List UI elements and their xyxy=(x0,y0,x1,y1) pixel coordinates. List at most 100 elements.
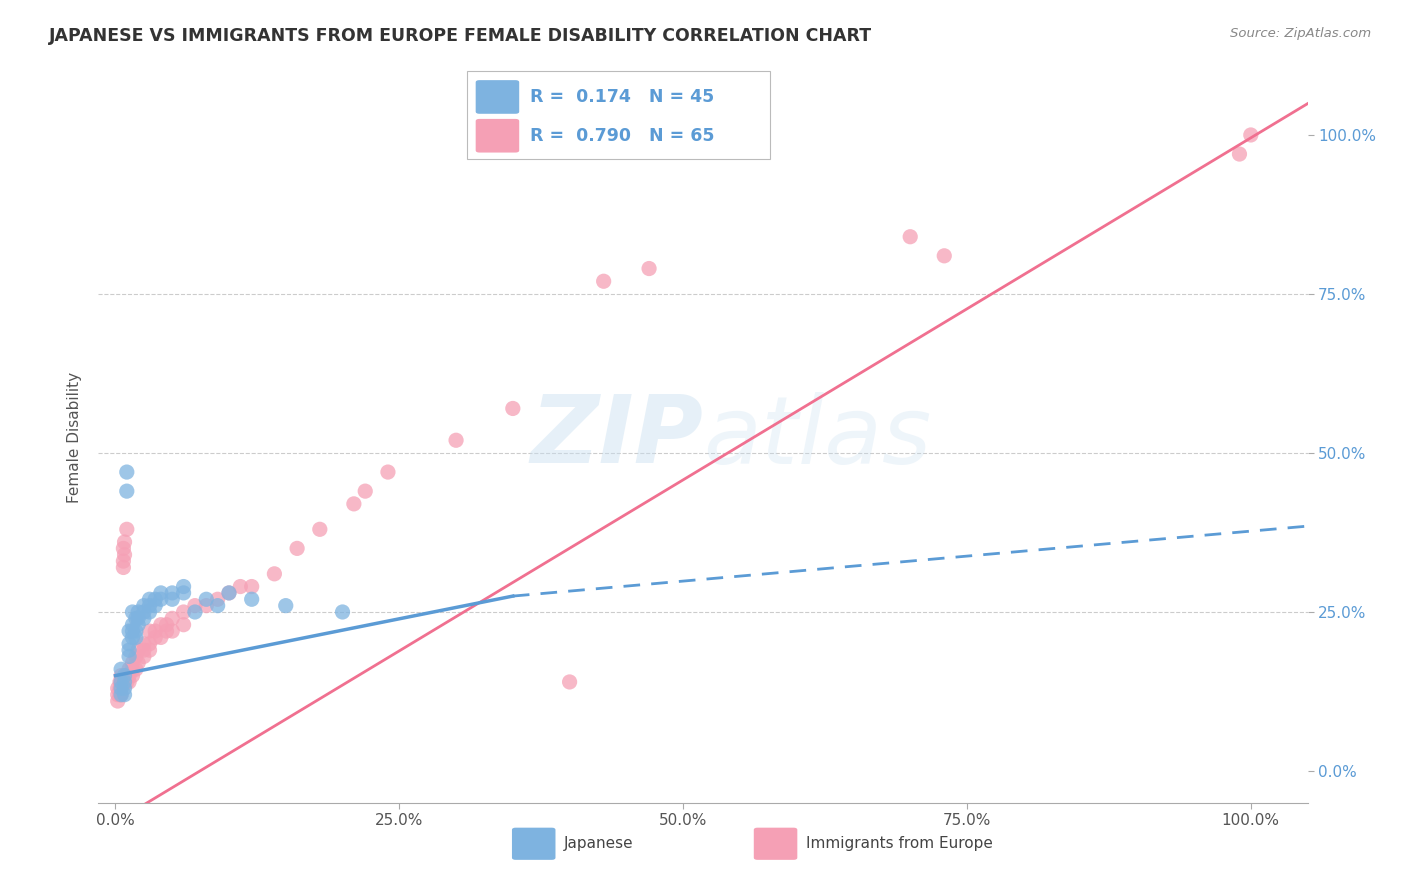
Point xyxy=(285,541,308,556)
Point xyxy=(184,599,207,613)
Text: ZIP: ZIP xyxy=(530,391,703,483)
Point xyxy=(121,631,143,645)
Point xyxy=(127,617,149,632)
Point xyxy=(112,554,135,568)
Point xyxy=(118,637,141,651)
Point xyxy=(934,249,956,263)
Point xyxy=(138,592,160,607)
Point xyxy=(127,643,149,657)
Point xyxy=(149,586,172,600)
Point xyxy=(218,586,240,600)
Point xyxy=(240,592,263,607)
Point xyxy=(121,605,143,619)
Point xyxy=(112,560,135,574)
FancyBboxPatch shape xyxy=(754,828,797,860)
Point xyxy=(118,668,141,682)
Point xyxy=(149,631,172,645)
Point xyxy=(121,668,143,682)
Point xyxy=(143,592,166,607)
Point xyxy=(114,548,136,562)
Point xyxy=(173,605,195,619)
Point xyxy=(132,611,155,625)
Point xyxy=(184,605,207,619)
Point xyxy=(132,599,155,613)
Point xyxy=(240,580,263,594)
Point xyxy=(114,535,136,549)
Point xyxy=(110,688,132,702)
Point xyxy=(121,624,143,638)
Text: atlas: atlas xyxy=(703,392,931,483)
Point xyxy=(118,675,141,690)
FancyBboxPatch shape xyxy=(475,119,519,153)
Point xyxy=(143,624,166,638)
Point xyxy=(115,522,138,536)
FancyBboxPatch shape xyxy=(475,80,519,114)
Point xyxy=(127,611,149,625)
Point xyxy=(218,586,240,600)
Point xyxy=(132,643,155,657)
Point xyxy=(110,675,132,690)
Point xyxy=(377,465,399,479)
Point xyxy=(115,668,138,682)
Point xyxy=(138,624,160,638)
Point xyxy=(121,662,143,676)
Point xyxy=(173,586,195,600)
Point xyxy=(155,617,177,632)
Point xyxy=(160,592,183,607)
Point xyxy=(308,522,330,536)
Point xyxy=(121,656,143,670)
Point xyxy=(138,637,160,651)
Point xyxy=(149,617,172,632)
Point xyxy=(332,605,354,619)
Point xyxy=(118,624,141,638)
Point xyxy=(1229,147,1251,161)
Point xyxy=(125,611,148,625)
Point xyxy=(898,229,921,244)
Text: Japanese: Japanese xyxy=(564,837,634,851)
Point xyxy=(155,624,177,638)
Text: Immigrants from Europe: Immigrants from Europe xyxy=(806,837,993,851)
Y-axis label: Female Disability: Female Disability xyxy=(67,371,83,503)
Point xyxy=(114,668,136,682)
Point xyxy=(138,605,160,619)
Text: R =  0.790   N = 65: R = 0.790 N = 65 xyxy=(530,127,714,145)
Point xyxy=(114,675,136,690)
Point xyxy=(160,611,183,625)
Point xyxy=(354,484,377,499)
Point xyxy=(110,675,132,690)
Point xyxy=(110,668,132,682)
Point xyxy=(110,681,132,696)
Point xyxy=(143,599,166,613)
Point xyxy=(274,599,297,613)
Point xyxy=(108,688,131,702)
Point xyxy=(108,681,131,696)
Point xyxy=(160,624,183,638)
Point xyxy=(173,617,195,632)
Point xyxy=(118,662,141,676)
Point xyxy=(160,586,183,600)
Point xyxy=(121,617,143,632)
Point xyxy=(110,662,132,676)
Point xyxy=(125,624,148,638)
Point xyxy=(115,675,138,690)
Point xyxy=(115,484,138,499)
Point xyxy=(138,643,160,657)
Point xyxy=(444,434,467,448)
Point xyxy=(125,649,148,664)
Point xyxy=(112,541,135,556)
Point xyxy=(110,688,132,702)
Point xyxy=(229,580,252,594)
Point xyxy=(118,643,141,657)
Point xyxy=(138,599,160,613)
FancyBboxPatch shape xyxy=(512,828,555,860)
Point xyxy=(132,637,155,651)
Point xyxy=(125,631,148,645)
Point xyxy=(115,465,138,479)
Point xyxy=(195,599,218,613)
Text: JAPANESE VS IMMIGRANTS FROM EUROPE FEMALE DISABILITY CORRELATION CHART: JAPANESE VS IMMIGRANTS FROM EUROPE FEMAL… xyxy=(49,27,872,45)
Point xyxy=(592,274,614,288)
Point xyxy=(107,694,129,708)
Point xyxy=(149,592,172,607)
Point xyxy=(173,580,195,594)
Point xyxy=(107,688,129,702)
